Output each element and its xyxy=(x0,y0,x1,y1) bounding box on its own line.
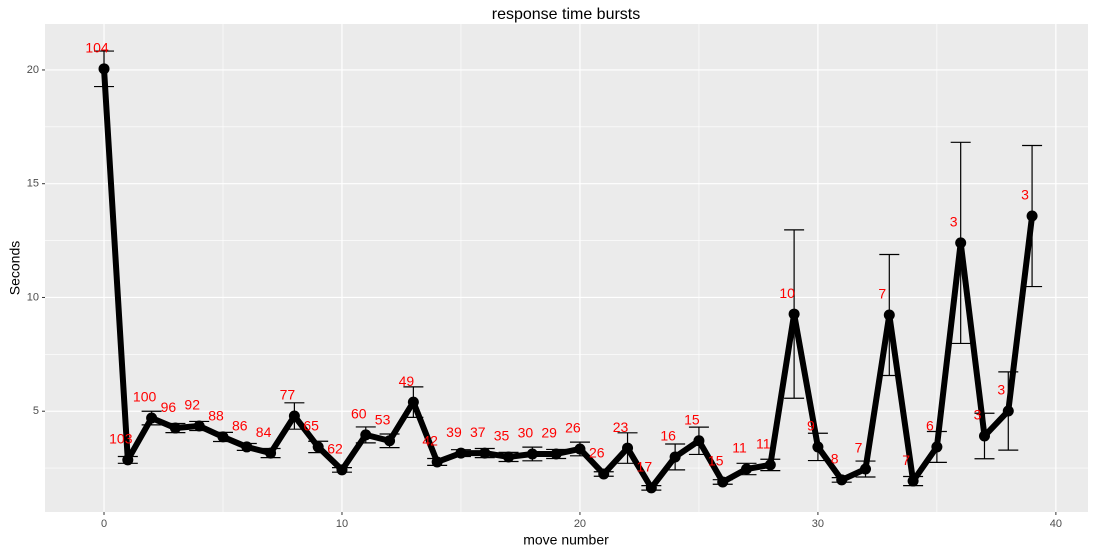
count-label: 39 xyxy=(446,424,462,440)
count-label: 17 xyxy=(637,459,653,475)
count-label: 92 xyxy=(184,397,200,413)
point xyxy=(550,448,562,460)
point xyxy=(574,443,586,455)
count-label: 49 xyxy=(399,373,415,389)
count-label: 7 xyxy=(855,440,863,456)
point xyxy=(98,63,110,75)
count-label: 15 xyxy=(708,453,724,469)
count-label: 3 xyxy=(997,382,1005,398)
y-tick-label: 10 xyxy=(27,291,39,303)
point xyxy=(645,482,657,494)
point xyxy=(360,429,372,441)
count-label: 3 xyxy=(950,214,958,230)
y-tick-label: 5 xyxy=(33,405,39,417)
point xyxy=(955,237,967,249)
point xyxy=(146,412,158,424)
count-label: 8 xyxy=(831,451,839,467)
count-label: 26 xyxy=(565,420,581,436)
count-label: 37 xyxy=(470,424,486,440)
point xyxy=(907,475,919,487)
count-label: 84 xyxy=(256,424,272,440)
count-label: 3 xyxy=(974,407,982,423)
point xyxy=(265,447,277,459)
point xyxy=(883,309,895,321)
count-label: 10 xyxy=(779,285,795,301)
point xyxy=(764,459,776,471)
x-tick-label: 0 xyxy=(101,518,107,530)
count-label: 60 xyxy=(351,406,367,422)
y-axis-title: Seconds xyxy=(7,241,23,295)
count-label: 7 xyxy=(902,452,910,468)
count-label: 16 xyxy=(660,428,676,444)
count-label: 100 xyxy=(133,389,157,405)
count-label: 53 xyxy=(375,411,391,427)
count-label: 29 xyxy=(541,425,557,441)
point xyxy=(431,456,443,468)
point xyxy=(526,448,538,460)
count-label: 11 xyxy=(756,436,771,452)
count-label: 42 xyxy=(422,433,438,449)
point xyxy=(407,396,419,408)
point xyxy=(669,451,681,463)
x-tick-label: 30 xyxy=(812,518,824,530)
point xyxy=(241,441,253,453)
count-label: 11 xyxy=(732,440,747,456)
point xyxy=(741,463,753,475)
point xyxy=(931,441,943,453)
count-label: 23 xyxy=(613,419,629,435)
point xyxy=(860,463,872,475)
y-tick-label: 15 xyxy=(27,178,39,190)
point xyxy=(193,420,205,432)
point xyxy=(455,447,467,459)
point xyxy=(122,454,134,466)
count-label: 77 xyxy=(280,387,296,403)
count-label: 35 xyxy=(494,428,510,444)
chart-title: response time bursts xyxy=(492,6,641,23)
count-label: 26 xyxy=(589,445,605,461)
count-label: 15 xyxy=(684,411,700,427)
point xyxy=(836,474,848,486)
count-label: 96 xyxy=(161,399,177,415)
point xyxy=(812,441,824,453)
count-label: 104 xyxy=(85,40,109,56)
count-label: 103 xyxy=(109,431,133,447)
count-label: 6 xyxy=(926,418,934,434)
count-label: 88 xyxy=(208,408,224,424)
point xyxy=(336,464,348,476)
count-label: 30 xyxy=(518,425,534,441)
point xyxy=(288,410,300,422)
count-label: 3 xyxy=(1021,187,1029,203)
point xyxy=(384,435,396,447)
point xyxy=(503,451,515,463)
point xyxy=(788,308,800,320)
count-label: 65 xyxy=(303,418,319,434)
count-label: 62 xyxy=(327,441,343,457)
point xyxy=(978,430,990,442)
point xyxy=(169,422,181,434)
point xyxy=(693,435,705,447)
point xyxy=(622,442,634,454)
point xyxy=(717,476,729,488)
y-tick-label: 20 xyxy=(27,64,39,76)
point xyxy=(479,447,491,459)
point xyxy=(312,441,324,453)
panel xyxy=(45,24,1088,512)
x-tick-label: 40 xyxy=(1050,518,1062,530)
point xyxy=(1026,210,1038,222)
x-axis-title: move number xyxy=(523,532,609,548)
point xyxy=(1002,405,1014,417)
line xyxy=(101,68,1036,491)
count-label: 86 xyxy=(232,418,248,434)
point xyxy=(217,431,229,443)
x-tick-label: 20 xyxy=(574,518,586,530)
count-label: 9 xyxy=(807,418,815,434)
count-label: 7 xyxy=(878,286,886,302)
point xyxy=(598,468,610,480)
x-tick-label: 10 xyxy=(336,518,348,530)
